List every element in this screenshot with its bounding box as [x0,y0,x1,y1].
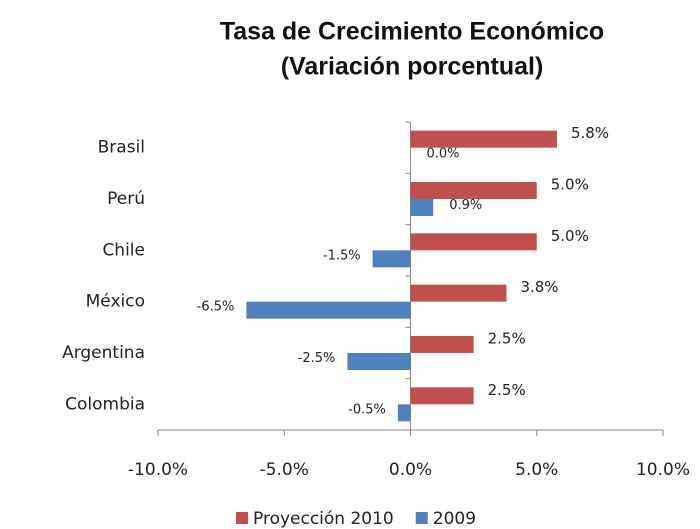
value-label: 5.8% [571,124,609,142]
bar [410,387,474,405]
value-label: 3.8% [520,278,558,296]
value-label: 0.0% [427,147,460,162]
category-label: México [86,292,145,312]
x-tick-label: 5.0% [515,460,558,480]
bar [410,182,537,199]
legend-swatch [236,512,248,524]
bar [372,250,411,268]
category-label: Brasil [98,138,145,158]
bar [410,284,507,302]
value-label: 0.9% [449,198,482,213]
x-tick-label: 10.0% [636,460,690,480]
value-label: -0.5% [348,402,386,417]
value-label: 2.5% [488,381,526,399]
bar [347,353,411,370]
legend-swatch [415,512,428,524]
category-label: Chile [102,240,145,260]
category-label: Perú [107,189,145,209]
x-tick-label: 0.0% [389,460,432,480]
bar [246,301,411,319]
bar [397,404,411,422]
value-label: 5.0% [551,176,589,194]
x-tick-label: -5.0% [260,460,309,480]
bar [410,199,434,216]
value-label: 2.5% [488,330,526,348]
chart-subtitle: (Variación porcentual) [281,53,544,81]
bar [410,130,557,148]
value-label: -2.5% [298,351,336,366]
value-label: 5.0% [551,227,589,245]
value-label: -6.5% [197,300,235,315]
category-label: Argentina [62,343,145,363]
legend-label: 2009 [433,509,476,529]
chart-title: Tasa de Crecimiento Económico [220,18,604,46]
bar [410,233,537,251]
bar [410,336,474,353]
legend-label: Proyección 2010 [253,509,394,529]
x-tick-label: -10.0% [128,460,188,480]
value-label: -1.5% [323,248,361,263]
category-label: Colombia [65,394,145,414]
